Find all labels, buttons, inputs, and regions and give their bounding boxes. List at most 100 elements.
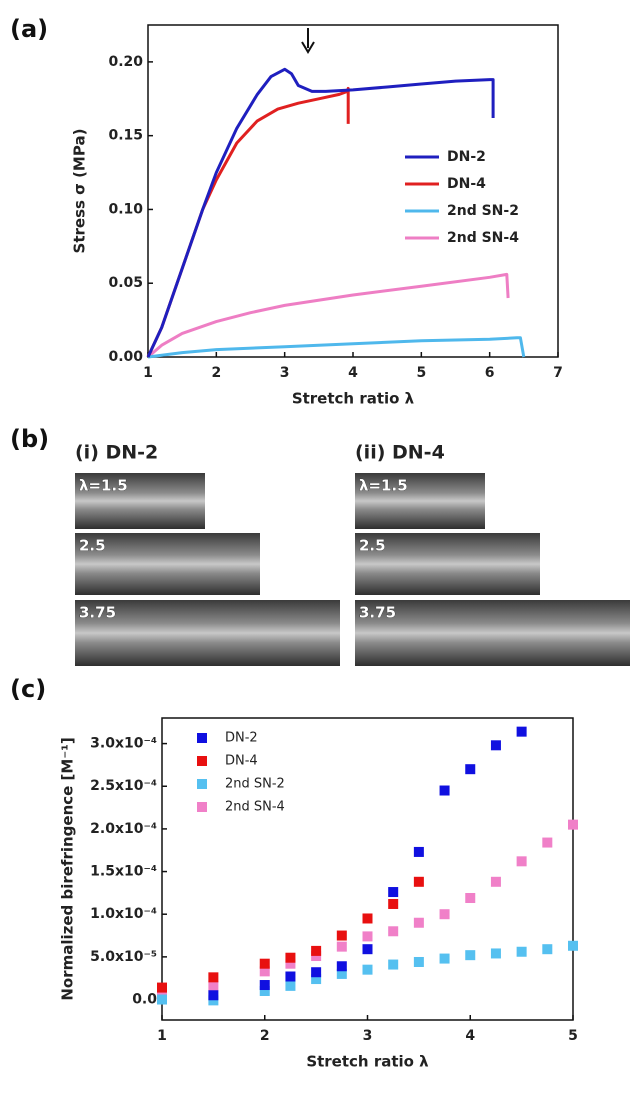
data-point	[388, 898, 399, 909]
x-tick-label: 1	[157, 1028, 167, 1044]
data-point	[413, 876, 424, 887]
photo	[355, 600, 630, 666]
panel-label: (a)	[10, 15, 48, 43]
data-point	[542, 944, 553, 955]
y-tick-label: 3.0x10⁻⁴	[90, 736, 157, 752]
data-point	[259, 958, 270, 969]
x-tick-label: 3	[280, 365, 290, 381]
data-point	[362, 913, 373, 924]
data-line	[146, 67, 495, 358]
x-tick-label: 1	[143, 365, 153, 381]
legend-swatch	[197, 733, 207, 743]
y-tick-label: 5.0x10⁻⁵	[90, 949, 157, 965]
data-point	[413, 917, 424, 928]
data-point	[336, 961, 347, 972]
data-point	[490, 740, 501, 751]
data-line	[147, 272, 510, 359]
data-point	[516, 726, 527, 737]
data-point	[413, 846, 424, 857]
data-point	[285, 980, 296, 991]
data-point	[259, 980, 270, 991]
data-point	[568, 819, 578, 830]
data-point	[388, 959, 399, 970]
y-tick-label: 2.0x10⁻⁴	[90, 821, 157, 837]
data-point	[388, 926, 399, 937]
y-tick-label: 0.15	[108, 128, 143, 144]
data-point	[311, 945, 322, 956]
data-point	[439, 785, 450, 796]
y-tick-label: 2.5x10⁻⁴	[90, 778, 157, 794]
stretch-label: 2.5	[359, 537, 386, 555]
arrow-annotation	[301, 28, 315, 54]
x-tick-label: 5	[416, 365, 426, 381]
data-point	[311, 967, 322, 978]
photo	[75, 533, 260, 595]
x-tick-label: 6	[485, 365, 495, 381]
data-point	[542, 837, 553, 848]
x-tick-label: 2	[260, 1028, 270, 1044]
data-point	[259, 966, 270, 977]
data-point	[362, 944, 373, 955]
data-point	[490, 876, 501, 887]
y-tick-label: 1.0x10⁻⁴	[90, 906, 157, 922]
legend-label: 2nd SN-4	[447, 230, 519, 246]
legend-label: 2nd SN-2	[225, 777, 285, 792]
data-point	[285, 952, 296, 963]
data-point	[336, 941, 347, 952]
data-point	[285, 971, 296, 982]
data-point	[413, 956, 424, 967]
photo	[355, 533, 540, 595]
panel-label: (b)	[10, 425, 49, 453]
data-point	[465, 950, 476, 961]
x-tick-label: 4	[465, 1028, 475, 1044]
stretch-label: 2.5	[79, 537, 106, 555]
stretch-label: 3.75	[79, 604, 116, 622]
data-point	[490, 948, 501, 959]
stretch-label: λ=1.5	[79, 477, 128, 495]
legend-label: DN-4	[225, 754, 258, 769]
stretch-label: λ=1.5	[359, 477, 408, 495]
y-tick-label: 0.05	[108, 275, 143, 291]
plot-frame	[161, 717, 574, 1021]
data-point	[311, 974, 322, 985]
data-point	[259, 985, 270, 996]
panel-label: (c)	[10, 675, 46, 703]
y-tick-label: 0.20	[108, 54, 143, 70]
x-tick-label: 5	[568, 1028, 578, 1044]
x-axis-title: Stretch ratio λ	[306, 1053, 429, 1071]
data-point	[388, 887, 399, 898]
y-tick-label: 0.10	[108, 201, 143, 217]
y-axis-title: Normalized birefringence [M⁻¹]	[59, 737, 77, 1000]
data-point	[157, 994, 167, 1005]
photo	[75, 473, 205, 529]
data-point	[208, 972, 219, 983]
x-axis-title: Stretch ratio λ	[292, 390, 415, 408]
photo-column-title: (ii) DN-4	[355, 442, 445, 464]
legend-swatch	[197, 756, 207, 766]
data-point	[285, 958, 296, 969]
y-tick-label: 0.0	[132, 992, 157, 1008]
x-tick-label: 3	[363, 1028, 373, 1044]
legend-swatch	[197, 802, 207, 812]
data-point	[157, 982, 167, 993]
stretch-label: 3.75	[359, 604, 396, 622]
photo	[75, 600, 340, 666]
legend-label: DN-4	[447, 176, 486, 192]
legend-label: 2nd SN-2	[447, 203, 519, 219]
y-axis-title: Stress σ (MPa)	[71, 129, 89, 254]
data-point	[208, 980, 219, 991]
y-tick-label: 0.00	[108, 349, 143, 365]
data-point	[311, 951, 322, 962]
photo-column-title: (i) DN-2	[75, 442, 158, 464]
data-point	[208, 990, 219, 1001]
legend-label: DN-2	[447, 149, 486, 165]
x-tick-label: 4	[348, 365, 358, 381]
data-point	[516, 856, 527, 867]
data-point	[208, 995, 219, 1006]
legend-label: DN-2	[225, 731, 258, 746]
data-line	[146, 86, 350, 358]
legend-swatch	[197, 779, 207, 789]
x-tick-label: 7	[553, 365, 563, 381]
data-point	[465, 893, 476, 904]
